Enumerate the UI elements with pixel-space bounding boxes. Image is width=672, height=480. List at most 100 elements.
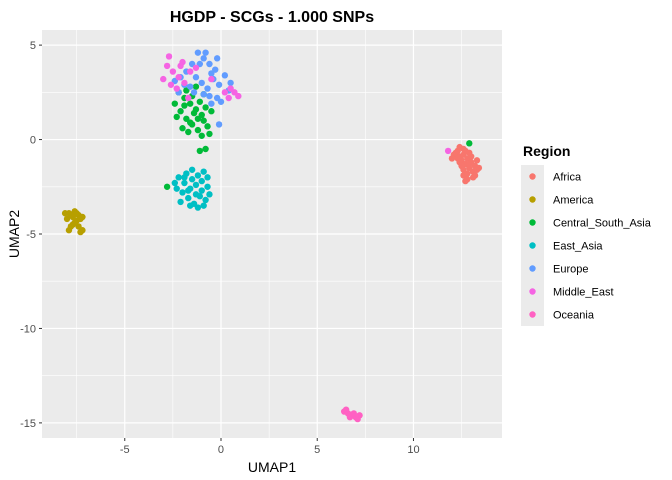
data-point	[196, 98, 204, 105]
data-point	[350, 410, 357, 417]
data-point	[196, 147, 204, 155]
data-point	[208, 108, 215, 115]
data-point	[175, 74, 182, 81]
legend-label: Oceania	[553, 310, 595, 322]
legend-title: Region	[523, 143, 570, 159]
x-tick-label: -5	[120, 444, 130, 456]
legend-key-swatch	[529, 265, 536, 272]
data-point	[165, 53, 173, 60]
data-point	[179, 125, 186, 132]
data-point	[169, 68, 177, 75]
legend-key-swatch	[529, 311, 536, 318]
chart-title: HGDP - SCGs - 1.000 SNPs	[170, 9, 374, 26]
data-point	[213, 55, 221, 62]
x-axis-ticks: -5 0 5 10	[120, 438, 420, 456]
data-point	[221, 72, 229, 79]
data-point	[206, 191, 213, 198]
data-point	[173, 185, 180, 192]
legend-key-swatch	[529, 196, 536, 203]
data-point	[173, 113, 180, 121]
series-africa	[448, 143, 483, 185]
data-point	[187, 68, 194, 75]
data-point	[468, 153, 475, 160]
data-point	[77, 215, 84, 223]
data-point	[202, 49, 209, 56]
data-point	[198, 132, 205, 139]
data-point	[187, 100, 194, 107]
data-point	[79, 227, 86, 234]
data-point	[196, 193, 204, 200]
y-tick-label: -5	[26, 229, 36, 241]
legend-key-swatch	[529, 173, 536, 180]
data-point	[200, 91, 207, 98]
data-point	[163, 183, 171, 190]
data-point	[200, 202, 207, 209]
data-point	[173, 85, 180, 92]
data-point	[466, 160, 473, 168]
data-point	[200, 168, 207, 175]
data-point	[194, 126, 202, 134]
legend-label: Europe	[553, 264, 588, 276]
data-point	[73, 210, 80, 217]
legend: Region Africa America Central_South_Asia Ea…	[521, 143, 652, 326]
legend-label: East_Asia	[553, 241, 603, 253]
legend-item-central-south-asia: Central_South_Asia	[521, 211, 652, 234]
y-tick-label: -10	[20, 323, 36, 335]
data-point	[194, 204, 202, 211]
legend-item-middle-east: Middle_East	[521, 280, 614, 303]
data-point	[61, 210, 69, 217]
data-point	[206, 60, 213, 68]
y-axis-title: UMAP2	[6, 210, 22, 258]
data-point	[177, 62, 184, 70]
data-point	[71, 219, 78, 226]
data-point	[462, 177, 469, 185]
data-point	[181, 79, 188, 87]
data-point	[475, 164, 483, 172]
data-point	[448, 155, 456, 162]
y-axis-ticks: -15 -10 -5 0 5	[20, 40, 42, 430]
y-tick-label: -15	[20, 418, 36, 430]
data-point	[187, 83, 194, 90]
data-point	[187, 202, 194, 209]
data-point	[354, 415, 361, 423]
data-point	[208, 75, 215, 83]
series-middle-east	[160, 53, 452, 155]
data-point	[444, 147, 452, 155]
data-point	[221, 89, 229, 96]
legend-key-swatch	[529, 219, 536, 226]
legend-items: Africa America Central_South_Asia East_Asia…	[521, 165, 652, 326]
data-point	[185, 194, 192, 202]
series-east-asia	[171, 166, 213, 211]
data-point	[464, 170, 471, 177]
data-point	[198, 79, 205, 87]
data-point	[202, 196, 209, 204]
data-point	[235, 92, 242, 100]
x-axis-title: UMAP1	[248, 459, 296, 475]
data-point	[473, 157, 481, 164]
data-point	[177, 198, 184, 206]
data-point	[65, 227, 73, 234]
data-point	[187, 119, 194, 126]
data-point	[163, 62, 171, 70]
data-points	[61, 49, 483, 423]
data-point	[181, 179, 188, 187]
legend-item-oceania: Oceania	[521, 303, 595, 326]
data-point	[208, 70, 215, 77]
data-point	[198, 187, 205, 194]
legend-key-swatch	[529, 288, 536, 295]
data-point	[217, 98, 225, 105]
x-tick-label: 0	[218, 444, 224, 456]
data-point	[202, 145, 209, 153]
data-point	[171, 179, 179, 187]
series-america	[61, 208, 86, 236]
x-tick-label: 5	[314, 444, 320, 456]
data-point	[188, 166, 196, 173]
data-point	[215, 81, 223, 88]
legend-item-europe: Europe	[521, 257, 588, 280]
data-point	[204, 183, 211, 190]
data-point	[208, 100, 215, 107]
data-point	[200, 117, 207, 124]
data-point	[179, 189, 186, 196]
data-point	[192, 83, 200, 90]
